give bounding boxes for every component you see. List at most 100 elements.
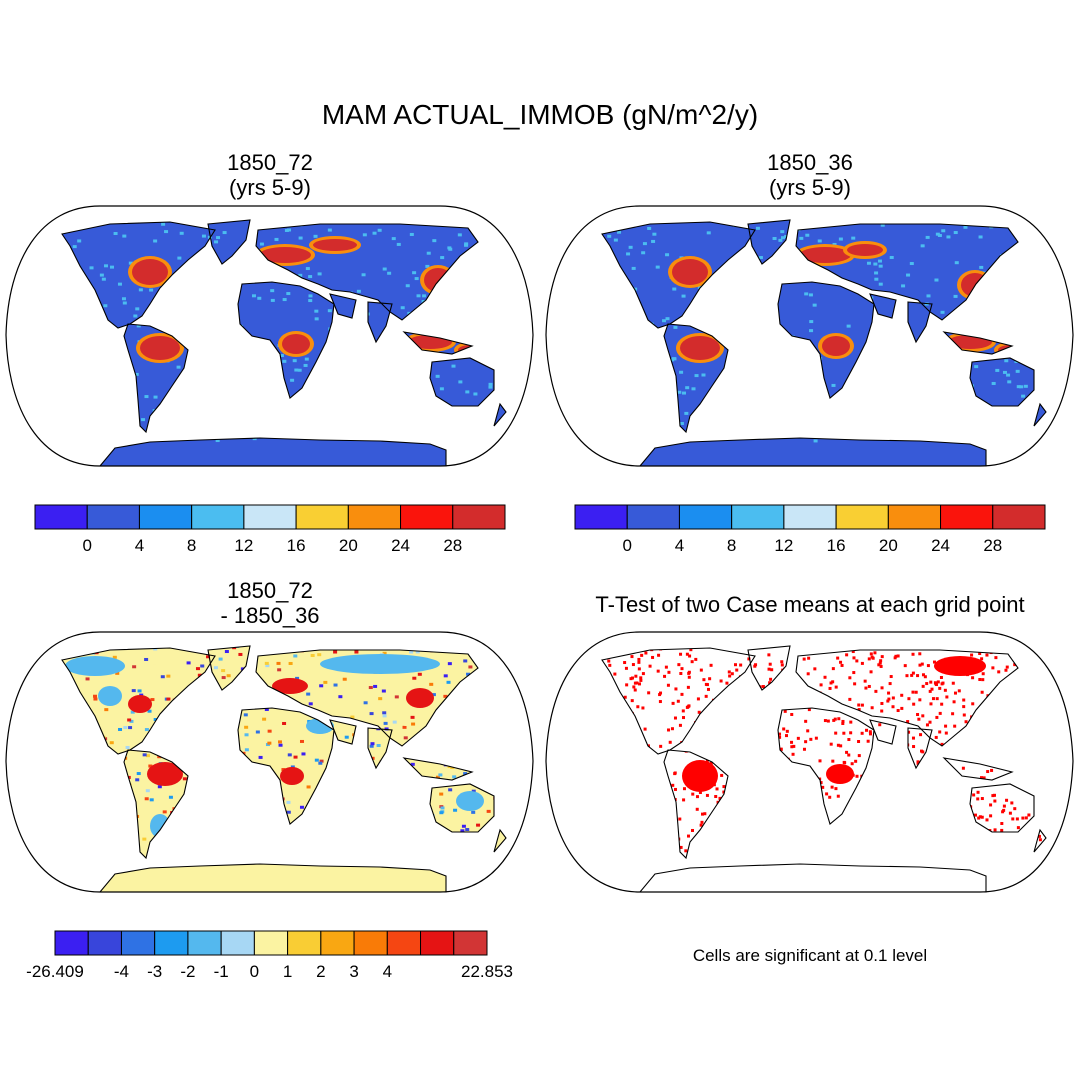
significant-cell [980,797,984,801]
significant-cell [689,648,693,652]
field-cell [471,810,476,814]
field-cell [109,741,114,745]
field-cell [313,234,318,238]
significant-cell [552,857,555,860]
field-cell [118,727,123,731]
significant-cell [878,723,882,727]
field-cell [265,664,270,668]
significant-cell [849,720,853,724]
field-cell [809,329,814,333]
significant-cell [632,685,636,689]
field-cell [439,811,444,815]
significant-cell [929,702,933,706]
significant-cell [680,667,684,671]
significant-cell [769,677,773,681]
significant-cell [694,657,698,661]
significant-cell [879,664,883,668]
coastline [255,649,479,747]
field-cell [414,277,419,281]
significant-cell [873,651,877,655]
colorbar-swatch [626,504,680,530]
significant-cell [811,627,814,630]
significant-cell [659,691,663,695]
panel-title-line2: (yrs 5-9) [769,175,851,200]
field-cell [678,202,682,205]
significant-cell [997,670,1001,674]
field-cell [534,391,538,394]
field-cell [412,676,417,680]
colorbar-tick-label: 0 [622,536,631,555]
field-cell [132,665,137,669]
field-cell [33,222,37,225]
significant-cell [770,668,774,672]
field-cell [144,657,149,661]
significant-cell [985,653,989,657]
field-cell [146,650,151,654]
negative-region [456,791,484,811]
significant-cell [1050,645,1053,648]
significant-cell [891,696,895,700]
field-cell [152,661,157,665]
significant-cell [935,697,939,701]
field-cell [533,744,537,747]
significant-cell [656,669,660,673]
field-cell [432,239,437,243]
colorbar-tick-label: 24 [391,536,410,555]
significant-cell [699,823,703,827]
field-cell [465,828,470,832]
field-cell [510,214,514,217]
significant-cell [668,740,672,744]
significant-cell [836,743,840,747]
significant-cell [690,660,694,664]
field-cell [851,236,856,240]
significant-cell [918,698,922,702]
field-cell [877,259,882,263]
field-cell [382,651,387,655]
field-cell [362,233,367,237]
field-cell [370,742,375,746]
panel-title-line2: - 1850_36 [220,603,320,628]
coastline [795,223,1019,321]
field-cell [1021,394,1026,398]
colorbar-difference: -26.409 -4 -3 -2 -1 0 1 2 3 4 22.853 [26,930,513,981]
field-cell [673,325,678,329]
field-cell [556,246,560,249]
significant-cell [639,676,643,680]
significant-cell [558,645,561,648]
significant-cell [823,675,827,679]
significant-cell [1048,640,1051,643]
significant-cell [926,664,930,668]
field-cell [633,287,638,291]
significant-cell [730,672,734,676]
field-cell [153,239,158,243]
significant-cell [990,768,994,772]
significant-cell [813,667,817,671]
field-cell [215,439,220,443]
field-cell [130,710,135,714]
significant-cell [848,676,852,680]
colorbar-tick-label: 20 [339,536,358,555]
significant-cell [739,663,743,667]
field-cell [14,228,18,231]
significant-cell [1008,811,1012,815]
coastline [367,301,393,344]
significant-cell [709,761,713,765]
field-cell [679,422,684,426]
significant-cell [554,847,557,850]
colorbar-swatch [940,504,994,530]
colorbar-swatch [120,930,156,956]
field-cell [448,247,453,251]
field-cell [874,271,879,275]
significant-cell [884,629,887,632]
field-cell [142,753,147,757]
field-cell [308,702,313,706]
field-cell [672,357,677,361]
hotspot [672,259,708,285]
field-cell [46,636,50,639]
colorbar-swatch [453,930,488,956]
field-cell [194,657,199,661]
significant-cell [977,816,981,820]
significant-cell [802,657,806,661]
field-cell [104,708,109,712]
field-cell [365,680,370,684]
